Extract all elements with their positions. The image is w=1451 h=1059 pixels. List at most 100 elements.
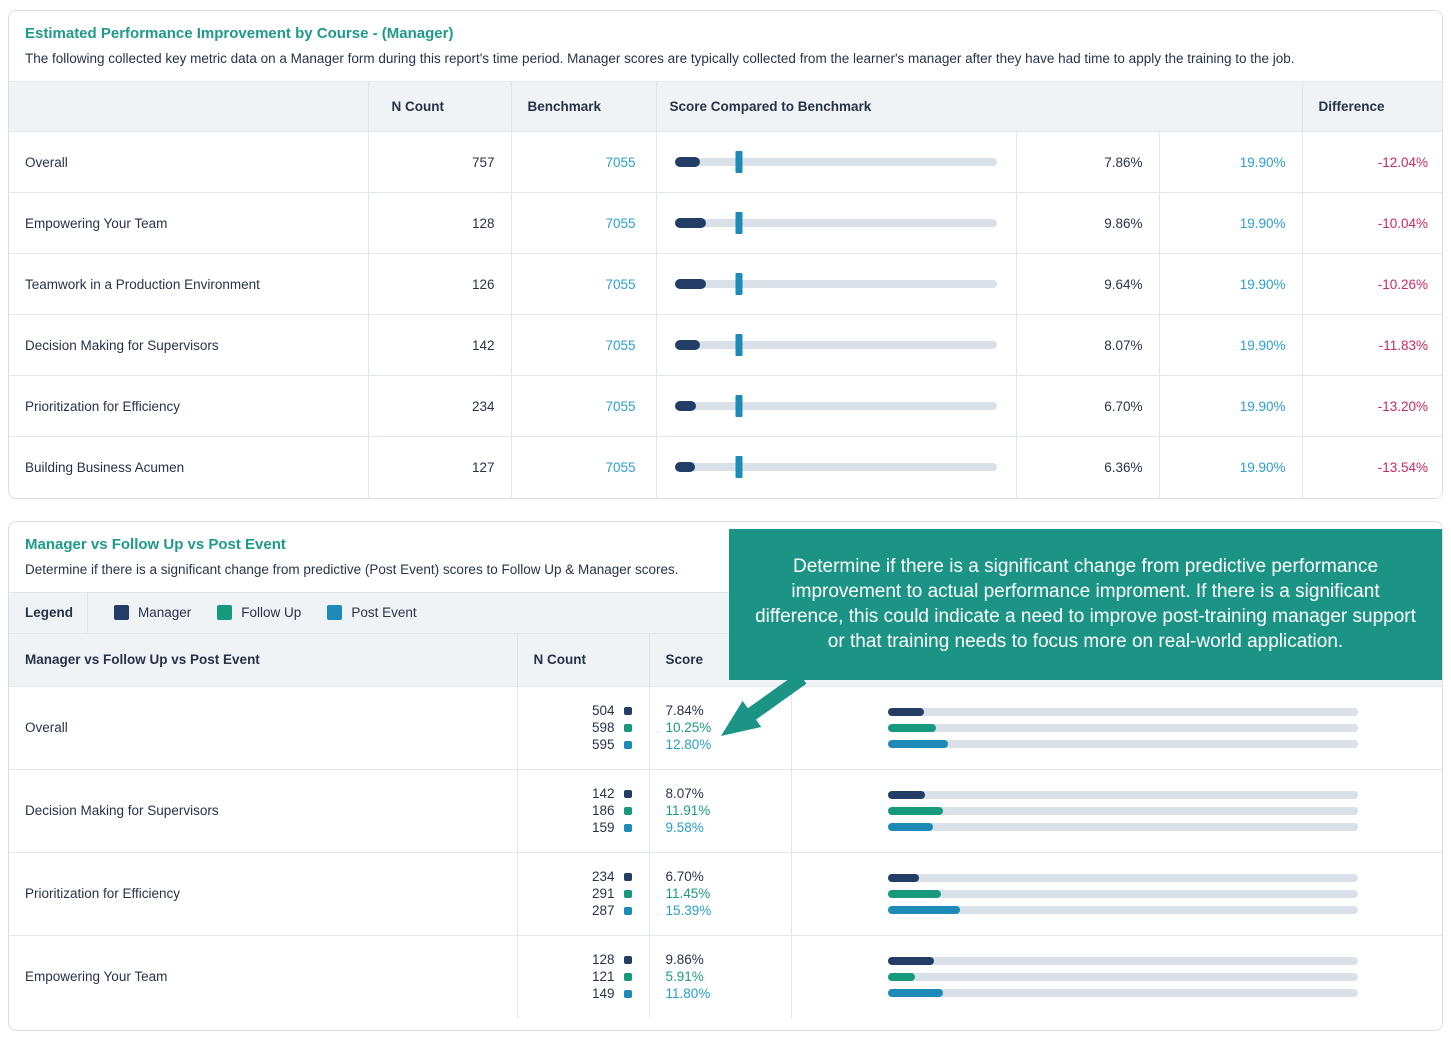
course-name: Prioritization for Efficiency: [9, 851, 517, 935]
follow-up-marker-icon: [623, 889, 632, 898]
bars-cell: [790, 851, 1442, 935]
course-name: Decision Making for Supervisors: [9, 314, 368, 376]
post-event-marker-icon: [623, 989, 632, 998]
score-vs-benchmark-cell: [655, 131, 1016, 193]
manager-marker-icon: [623, 789, 632, 798]
benchmark-link[interactable]: 7055: [510, 375, 656, 437]
difference-percent: -13.54%: [1301, 436, 1443, 498]
benchmark-link[interactable]: 7055: [510, 253, 656, 315]
n-count-value: 234: [591, 869, 615, 884]
benchmark-link[interactable]: 7055: [510, 192, 656, 254]
comparison-table: Manager vs Follow Up vs Post Event N Cou…: [9, 632, 1442, 1018]
follow-up-bar-fill: [887, 972, 916, 981]
bar-group: [887, 873, 1358, 914]
post-event-score: 15.39%: [665, 903, 712, 918]
bar-track: [887, 806, 1358, 815]
score-percent: 9.64%: [1015, 253, 1159, 315]
legend-item-label: Post Event: [351, 605, 417, 620]
n-count-value: 757: [367, 131, 511, 193]
n-count-cell: 142 186 159: [516, 768, 649, 852]
score-cell: 6.70% 11.45% 15.39%: [648, 851, 791, 935]
follow-up-swatch-icon: [217, 605, 233, 620]
bar-track: [887, 889, 1358, 898]
score-vs-benchmark-cell: [655, 375, 1016, 437]
n-count-value: 291: [591, 886, 615, 901]
difference-percent: -10.26%: [1301, 253, 1443, 315]
n-count-column-header: N Count: [367, 81, 511, 132]
benchmark-column-header: Benchmark: [510, 81, 656, 132]
score-compared-column-header: Score Compared to Benchmark: [655, 81, 1303, 132]
bar-track: [674, 456, 997, 479]
n-count-value: 504: [591, 703, 615, 718]
follow-up-score: 10.25%: [665, 720, 712, 735]
benchmark-link[interactable]: 7055: [510, 131, 656, 193]
post-event-score: 9.58%: [665, 820, 704, 835]
score-percent: 7.86%: [1015, 131, 1159, 193]
difference-percent: -11.83%: [1301, 314, 1443, 376]
bar-group: [887, 956, 1358, 997]
n-count-column-header: N Count: [516, 632, 649, 686]
benchmark-link[interactable]: 7055: [510, 314, 656, 376]
n-count-cell: 234 291 287: [516, 851, 649, 935]
benchmark-tick: [735, 334, 743, 356]
n-count-cell: 504 598 595: [516, 685, 649, 769]
bars-cell: [790, 934, 1442, 1018]
table-row: Decision Making for Supervisors 142 7055…: [9, 314, 1443, 376]
score-percent: 6.70%: [1015, 375, 1159, 437]
course-column-header: [9, 81, 368, 132]
manager-bar-fill: [887, 790, 926, 799]
n-count-value: 159: [591, 820, 615, 835]
n-count-value: 142: [591, 786, 615, 801]
benchmark-percent: 19.90%: [1158, 314, 1303, 376]
difference-percent: -10.04%: [1301, 192, 1443, 254]
table-header-row: N Count Benchmark Score Compared to Benc…: [9, 81, 1443, 132]
manager-swatch-icon: [114, 605, 129, 620]
n-count-value: 186: [591, 803, 615, 818]
n-count-cell: 128 121 149: [516, 934, 649, 1018]
course-name: Overall: [9, 685, 517, 769]
score-bar-fill: [674, 279, 706, 289]
legend-item-manager[interactable]: Manager: [114, 605, 191, 620]
post-event-bar-fill: [887, 822, 933, 831]
bar-track: [674, 395, 997, 417]
score-percent: 8.07%: [1015, 314, 1159, 376]
n-count-value: 121: [591, 969, 615, 985]
table-row: Overall 504 598 595 7.84% 10.25% 12.80%: [9, 685, 1442, 769]
bar-track: [887, 972, 1358, 981]
bar-group: [887, 790, 1358, 831]
manager-score: 9.86%: [665, 952, 704, 968]
n-count-value: 234: [367, 375, 511, 437]
score-bar-fill: [674, 462, 695, 473]
follow-up-bar-fill: [887, 889, 942, 898]
manager-bar-fill: [887, 956, 934, 965]
post-event-marker-icon: [623, 906, 632, 915]
score-vs-benchmark-cell: [655, 314, 1016, 376]
post-event-score: 11.80%: [665, 986, 711, 1002]
follow-up-marker-icon: [623, 806, 632, 815]
table-row: Building Business Acumen 127 7055 6.36% …: [9, 436, 1443, 498]
section1-title: Estimated Performance Improvement by Cou…: [25, 25, 454, 42]
bar-track: [887, 822, 1358, 831]
legend-item-post-event[interactable]: Post Event: [327, 605, 417, 620]
course-column-header: Manager vs Follow Up vs Post Event: [9, 632, 517, 686]
post-event-marker-icon: [623, 823, 632, 832]
bar-track: [887, 873, 1358, 882]
follow-up-marker-icon: [623, 972, 632, 981]
table-row: Empowering Your Team 128 7055 9.86% 19.9…: [9, 192, 1443, 254]
score-vs-benchmark-cell: [655, 436, 1016, 498]
score-percent: 9.86%: [1015, 192, 1159, 254]
n-count-value: 128: [591, 952, 615, 968]
manager-score: 7.84%: [665, 703, 704, 718]
legend-item-label: Manager: [138, 605, 192, 620]
manager-score: 6.70%: [665, 869, 704, 884]
manager-marker-icon: [623, 706, 632, 715]
section-manager-vs-followup: Manager vs Follow Up vs Post Event Deter…: [8, 520, 1443, 1031]
score-percent: 6.36%: [1015, 436, 1159, 498]
legend-item-follow-up[interactable]: Follow Up: [217, 605, 301, 620]
course-name: Teamwork in a Production Environment: [9, 253, 368, 315]
benchmark-link[interactable]: 7055: [510, 436, 656, 498]
follow-up-marker-icon: [623, 723, 632, 732]
n-count-value: 149: [591, 986, 615, 1002]
post-event-bar-fill: [887, 988, 943, 997]
score-vs-benchmark-cell: [655, 253, 1016, 315]
